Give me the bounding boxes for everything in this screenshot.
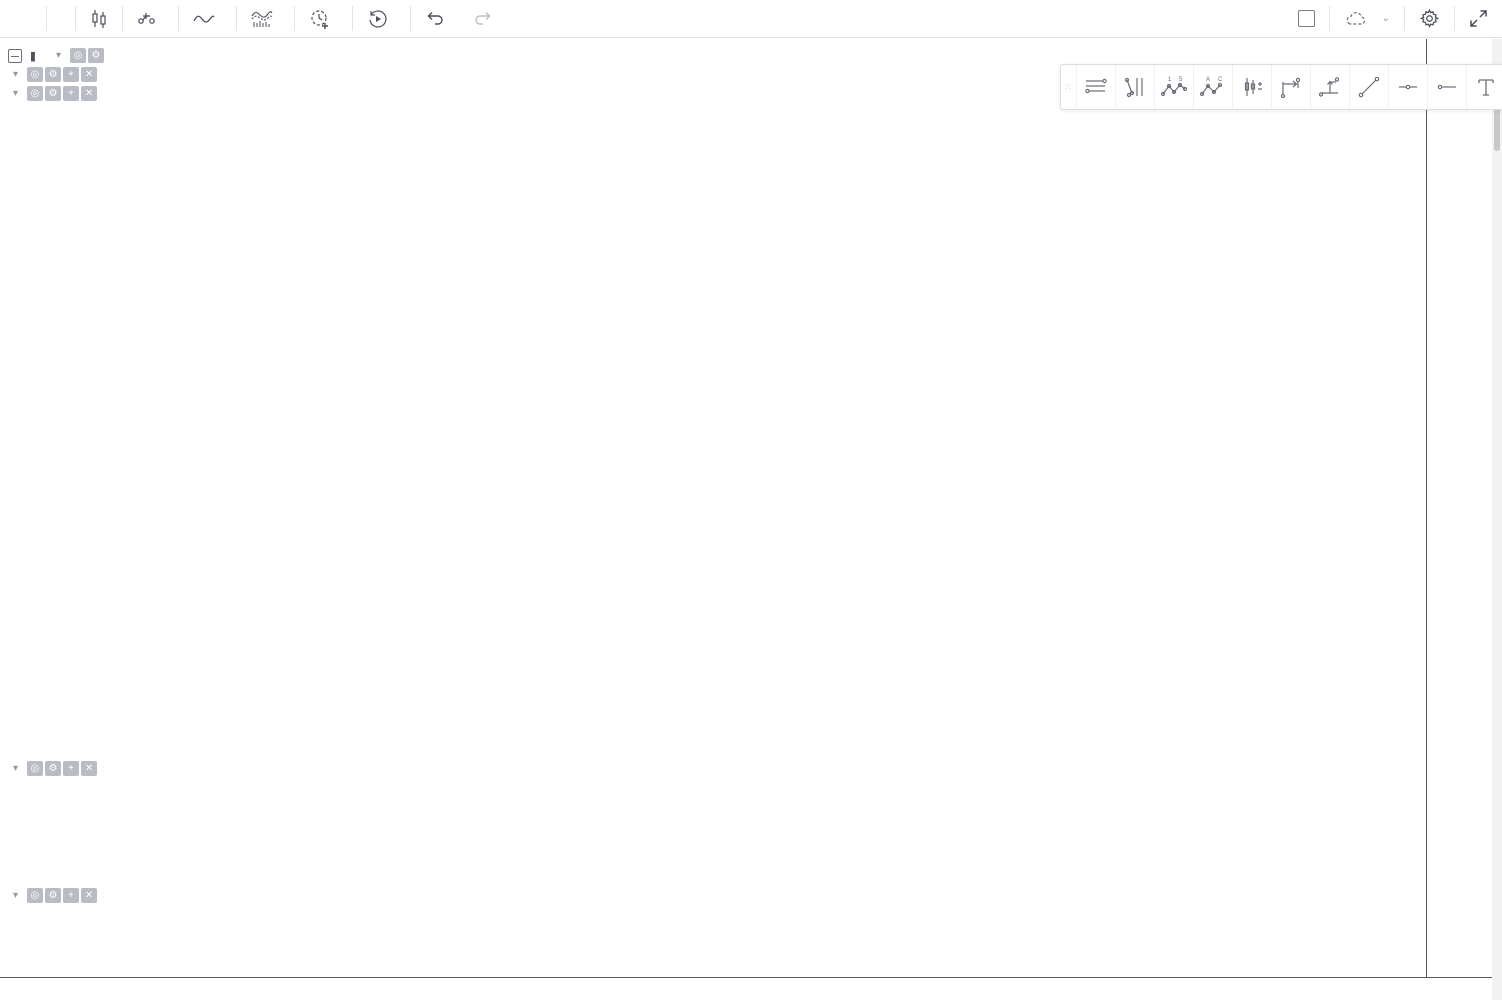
settings-button[interactable] [1405, 0, 1454, 37]
svg-text:5: 5 [1179, 77, 1183, 83]
caret-icon[interactable]: ▾ [13, 890, 19, 901]
templates-button[interactable] [237, 0, 294, 37]
account-menu[interactable]: ⌄ [1330, 0, 1404, 37]
interval-button[interactable] [47, 0, 75, 37]
elliott-impulse-icon: 1 5 [1160, 77, 1188, 97]
gear-icon[interactable]: ⚙ [45, 67, 62, 82]
elliott-impulse-tool-button[interactable]: 1 5 [1154, 65, 1193, 109]
plus-icon[interactable]: + [63, 888, 80, 903]
projection-icon [1318, 77, 1340, 97]
vertical-lines-tool-button[interactable] [1115, 65, 1154, 109]
save-layout-button[interactable] [1284, 0, 1329, 37]
symbol-button[interactable] [0, 0, 46, 37]
caret-icon[interactable]: ▾ [13, 69, 19, 80]
close-icon[interactable]: ✕ [81, 761, 98, 776]
gear-icon [1419, 8, 1440, 29]
fullscreen-button[interactable] [1455, 0, 1502, 37]
legend-caret-icon[interactable]: ▾ [56, 50, 62, 61]
arrow-line-icon [1280, 77, 1301, 99]
chart-canvas [0, 39, 1502, 1000]
rsi-legend: ▾ ◎ ⚙ + ✕ [8, 761, 106, 776]
redo-icon [473, 11, 493, 27]
compare-button[interactable] [123, 0, 178, 37]
svg-text:1: 1 [1168, 77, 1172, 83]
playback-icon [367, 8, 389, 30]
series-type-icon [31, 51, 35, 62]
ray-icon [1437, 84, 1456, 90]
svg-text:C: C [1218, 77, 1223, 83]
alert-button[interactable] [295, 0, 352, 37]
candlestick-icon [90, 9, 108, 29]
eye-icon[interactable]: ◎ [27, 86, 44, 101]
close-icon[interactable]: ✕ [81, 67, 98, 82]
bars-pattern-tool-button[interactable] [1232, 65, 1271, 109]
macd-legend: ▾ ◎ ⚙ + ✕ [8, 888, 116, 903]
text-tool-icon [1478, 79, 1494, 96]
gear-icon[interactable]: ⚙ [45, 86, 62, 101]
macd-indicator-controls: ◎ ⚙ + ✕ [27, 888, 98, 903]
eye-icon[interactable]: ◎ [27, 888, 44, 903]
fullscreen-icon [1469, 9, 1488, 28]
compare-icon [137, 9, 157, 29]
plus-icon[interactable]: + [63, 67, 80, 82]
alert-clock-icon [309, 8, 331, 30]
gear-icon[interactable]: ⚙ [45, 761, 62, 776]
chart-style-button[interactable] [76, 0, 122, 37]
save-checkbox-icon [1297, 10, 1315, 27]
elliott-correction-tool-button[interactable]: A C [1193, 65, 1232, 109]
price-axis[interactable] [1426, 39, 1492, 977]
plus-icon[interactable]: + [63, 761, 80, 776]
eye-icon[interactable]: ◎ [27, 67, 44, 82]
undo-button[interactable] [411, 0, 459, 37]
gear-icon[interactable]: ⚙ [88, 48, 105, 63]
legend-quick-icons: ◎ ⚙ [70, 48, 105, 63]
time-axis[interactable] [0, 977, 1502, 1000]
bars-pattern-icon [1244, 78, 1262, 96]
elliott-correction-icon: A C [1199, 77, 1223, 97]
cloud-icon [1344, 10, 1368, 28]
vol-indicator-controls: ◎ ⚙ + ✕ [27, 67, 98, 82]
caret-icon[interactable]: ▾ [13, 763, 19, 774]
chevron-down-icon: ⌄ [1381, 13, 1390, 24]
templates-icon [251, 10, 273, 28]
vertical-zigzag-icon [1124, 77, 1143, 98]
eye-icon[interactable]: ◎ [70, 48, 87, 63]
indicators-icon [193, 12, 215, 26]
horizontal-ray-tool-button[interactable] [1388, 65, 1427, 109]
rsi-indicator-controls: ◎ ⚙ + ✕ [27, 761, 98, 776]
plus-icon[interactable]: + [63, 86, 80, 101]
chart-area[interactable]: ▾ ◎ ⚙ ▾ ◎ ⚙ + ✕ ▾ ◎ ⚙ + ✕ [0, 39, 1502, 1000]
horizontal-line-icon [1399, 84, 1417, 90]
scrollbar-thumb[interactable] [1494, 107, 1500, 151]
svg-text:A: A [1206, 77, 1210, 83]
close-icon[interactable]: ✕ [81, 888, 98, 903]
ray-tool-button[interactable] [1427, 65, 1466, 109]
parallel-lines-tool-button[interactable] [1076, 65, 1115, 109]
trend-line-icon [1358, 76, 1380, 98]
drawing-toolbar: ⁙ 1 5 [1060, 64, 1502, 110]
gear-icon[interactable]: ⚙ [45, 888, 62, 903]
trend-line-tool-button[interactable] [1349, 65, 1388, 109]
page-scrollbar[interactable] [1492, 39, 1502, 1000]
top-toolbar: ⌄ [0, 0, 1502, 38]
toolbar-drag-handle[interactable]: ⁙ [1064, 81, 1073, 92]
undo-icon [425, 11, 445, 27]
text-tool-button[interactable] [1466, 65, 1502, 109]
dema-indicator-controls: ◎ ⚙ + ✕ [27, 86, 98, 101]
eye-icon[interactable]: ◎ [27, 761, 44, 776]
playback-button[interactable] [353, 0, 410, 37]
redo-button[interactable] [459, 0, 507, 37]
main-legend: ▾ ◎ ⚙ ▾ ◎ ⚙ + ✕ ▾ ◎ ⚙ + ✕ [8, 48, 148, 105]
parallel-lines-icon [1085, 78, 1107, 94]
trend-based-fib-tool-button[interactable] [1271, 65, 1310, 109]
projection-tool-button[interactable] [1310, 65, 1349, 109]
caret-icon[interactable]: ▾ [13, 88, 19, 99]
collapse-pane-icon[interactable] [8, 48, 22, 63]
indicators-button[interactable] [179, 0, 236, 37]
close-icon[interactable]: ✕ [81, 86, 98, 101]
